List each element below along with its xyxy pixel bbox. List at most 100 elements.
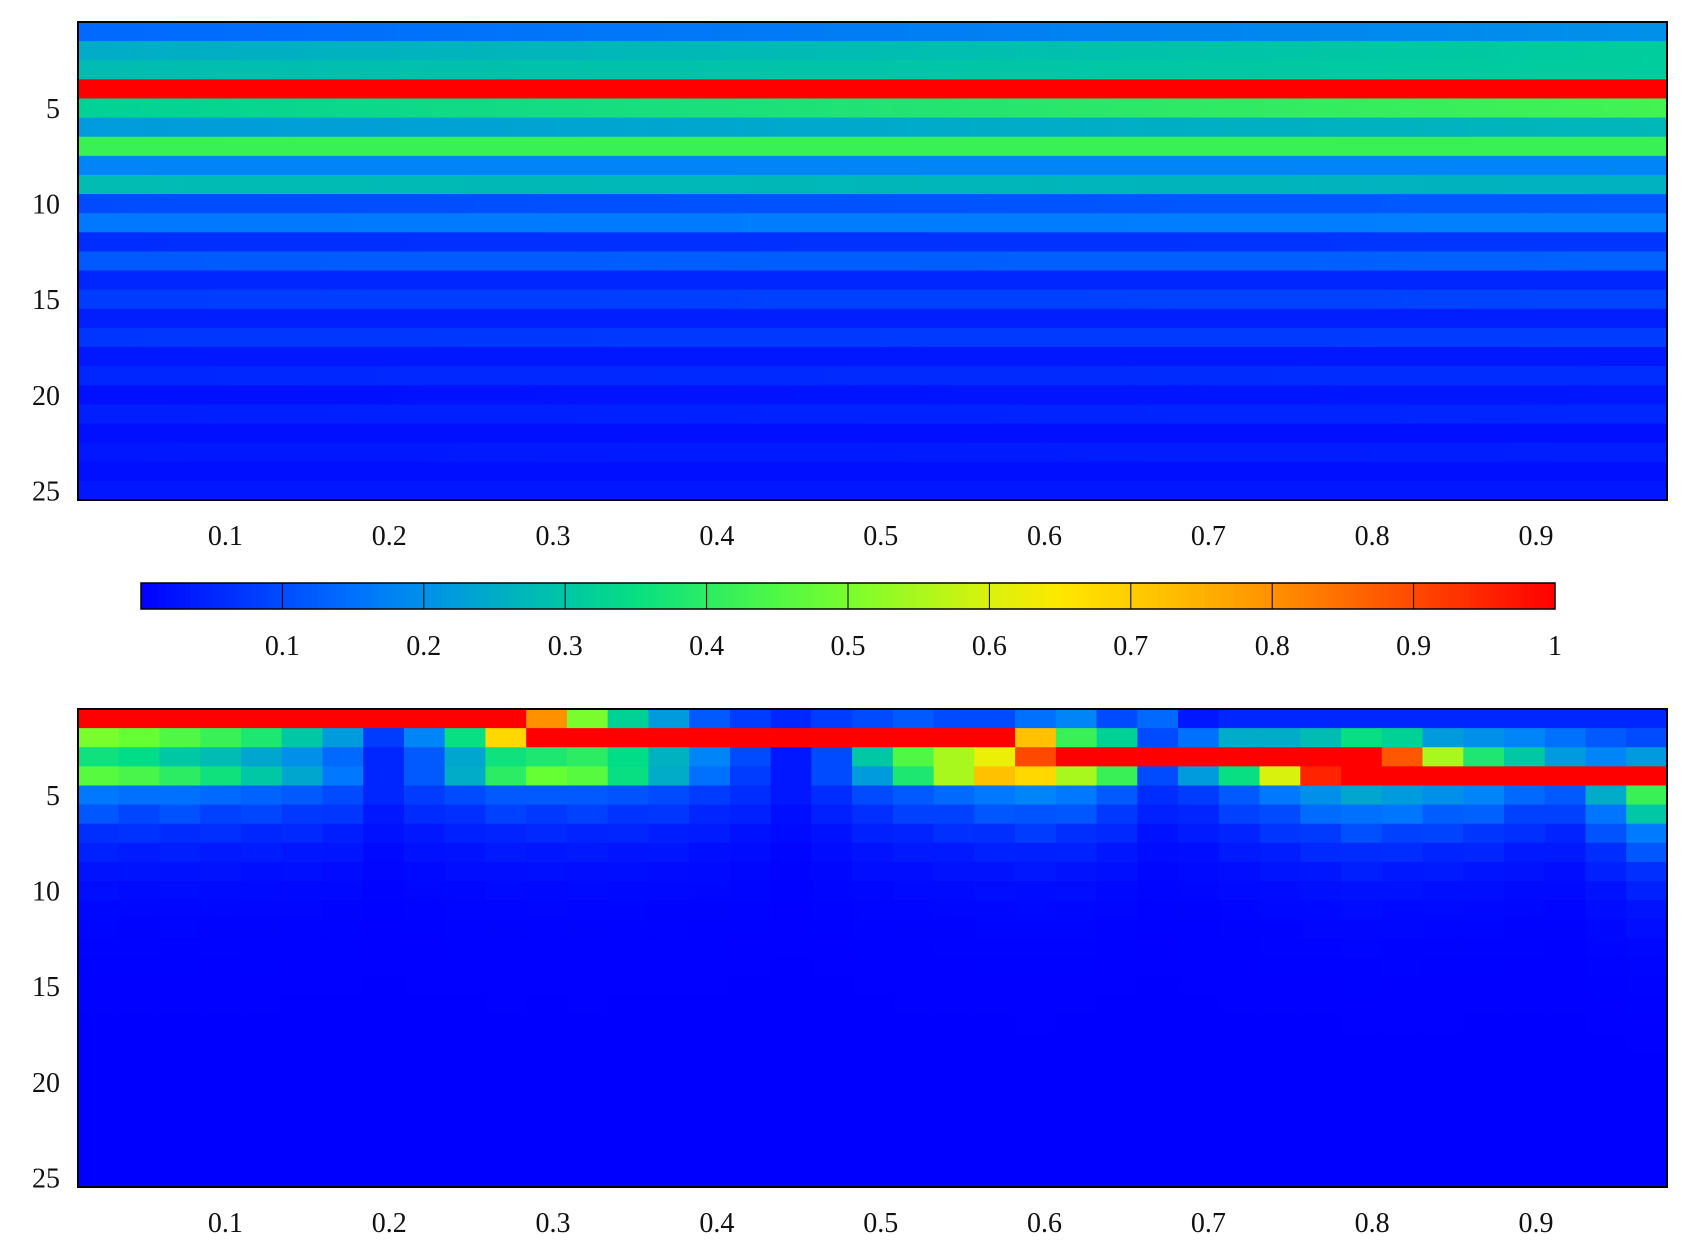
heatmap-cell <box>1341 881 1383 901</box>
heatmap-cell <box>852 785 894 806</box>
heatmap-cell <box>811 1014 853 1035</box>
heatmap-cell <box>403 1167 446 1188</box>
heatmap-cell <box>933 900 975 920</box>
heatmap-cell <box>1463 1072 1505 1092</box>
heatmap-cell <box>118 995 161 1016</box>
heatmap-cell <box>1544 842 1587 863</box>
heatmap-cell <box>1015 766 1057 787</box>
heatmap-cell <box>78 881 120 901</box>
heatmap-cell <box>1422 804 1464 825</box>
heatmap-cell <box>648 1110 690 1131</box>
heatmap-cell <box>770 766 812 787</box>
heatmap-cell <box>78 1148 120 1169</box>
heatmap-cell <box>1463 861 1505 882</box>
heatmap-cell <box>1300 785 1342 806</box>
heatmap-cell <box>1381 728 1424 748</box>
heatmap-cell <box>1422 823 1464 844</box>
x-tick-label: 0.1 <box>208 1208 243 1239</box>
heatmap-cell <box>770 1091 812 1112</box>
heatmap-cell <box>1055 785 1098 806</box>
heatmap-cell <box>1422 976 1464 997</box>
heatmap-cell <box>1463 995 1505 1016</box>
heatmap-row <box>78 60 1667 80</box>
heatmap-cell <box>1463 804 1505 825</box>
heatmap-cell <box>1218 1091 1261 1112</box>
heatmap-cell <box>1544 861 1587 882</box>
heatmap-cell <box>200 766 242 787</box>
heatmap-cell <box>689 976 731 997</box>
heatmap-cell <box>729 766 772 787</box>
heatmap-cell <box>852 900 894 920</box>
heatmap-cell <box>852 728 894 748</box>
heatmap-cell <box>1096 1129 1138 1150</box>
heatmap-cell <box>566 728 609 748</box>
heatmap-cell <box>1422 785 1464 806</box>
heatmap-cell <box>1341 957 1383 978</box>
heatmap-cell <box>607 1167 650 1188</box>
heatmap-cell <box>1585 919 1627 940</box>
heatmap-cell <box>78 766 120 787</box>
heatmap-cell <box>974 1167 1016 1188</box>
heatmap-cell <box>1585 785 1627 806</box>
heatmap-cell <box>770 976 812 997</box>
heatmap-cell <box>729 1110 772 1131</box>
heatmap-cell <box>78 900 120 920</box>
heatmap-cell <box>485 766 527 787</box>
heatmap-cell <box>1300 957 1342 978</box>
heatmap-cell <box>1178 728 1220 748</box>
heatmap-cell <box>78 861 120 882</box>
heatmap-cell <box>526 881 568 901</box>
heatmap-cell <box>607 1129 650 1150</box>
heatmap-cell <box>485 900 527 920</box>
heatmap-cell <box>363 976 405 997</box>
heatmap-cell <box>159 938 201 959</box>
heatmap-cell <box>689 1053 731 1073</box>
heatmap-cell <box>526 938 568 959</box>
heatmap-cell <box>403 1129 446 1150</box>
heatmap-cell <box>1259 1014 1301 1035</box>
heatmap-cell <box>729 1014 772 1035</box>
heatmap-cell <box>811 1167 853 1188</box>
heatmap-cell <box>1544 747 1587 767</box>
heatmap-cell <box>648 995 690 1016</box>
heatmap-cell <box>566 995 609 1016</box>
heatmap-cell <box>1341 938 1383 959</box>
heatmap-cell <box>403 1072 446 1092</box>
heatmap-cell <box>1544 881 1587 901</box>
heatmap-cell <box>281 938 324 959</box>
heatmap-cell <box>811 1110 853 1131</box>
heatmap-row <box>78 213 1667 233</box>
heatmap-cell <box>1585 1129 1627 1150</box>
heatmap-cell <box>1259 804 1301 825</box>
heatmap-cell <box>1137 1148 1179 1169</box>
heatmap-cell <box>566 1129 609 1150</box>
heatmap-cell <box>729 804 772 825</box>
heatmap-cell <box>159 785 201 806</box>
colorbar-tick-label: 0.6 <box>972 631 1007 662</box>
heatmap-cell <box>852 1091 894 1112</box>
heatmap-cell <box>1422 842 1464 863</box>
heatmap-cell <box>852 1072 894 1092</box>
heatmap-cell <box>363 938 405 959</box>
heatmap-cell <box>363 823 405 844</box>
heatmap-cell <box>689 1091 731 1112</box>
heatmap-cell <box>200 1167 242 1188</box>
heatmap-cell <box>1096 938 1138 959</box>
heatmap-cell <box>1626 1167 1668 1188</box>
heatmap-cell <box>1218 1167 1261 1188</box>
heatmap-cell <box>485 728 527 748</box>
heatmap-cell <box>933 1014 975 1035</box>
heatmap-cell <box>1137 1129 1179 1150</box>
heatmap-cell <box>1259 900 1301 920</box>
heatmap-cell <box>1218 881 1261 901</box>
heatmap-cell <box>1259 785 1301 806</box>
heatmap-cell <box>1626 995 1668 1016</box>
heatmap-row <box>78 385 1667 405</box>
heatmap-cell <box>770 1072 812 1092</box>
heatmap-cell <box>974 1014 1016 1035</box>
heatmap-cell <box>892 1091 935 1112</box>
heatmap-cell <box>689 747 731 767</box>
heatmap-cell <box>78 1110 120 1131</box>
heatmap-row <box>78 174 1667 195</box>
heatmap-cell <box>1300 900 1342 920</box>
